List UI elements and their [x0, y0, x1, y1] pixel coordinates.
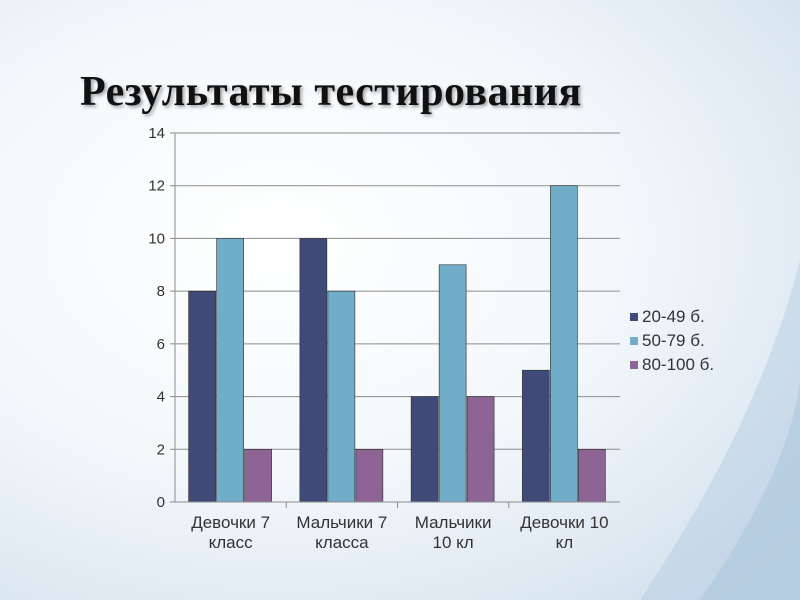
- x-category-label: класс: [209, 533, 254, 552]
- legend: 20-49 б. 50-79 б. 80-100 б.: [630, 307, 714, 374]
- x-category-label: Девочки 10: [520, 513, 608, 532]
- slide-title: Результаты тестирования: [80, 69, 582, 115]
- bars: [188, 185, 606, 503]
- bar-1-1: [188, 290, 216, 503]
- bar-1-2: [299, 238, 328, 503]
- x-category-label: класса: [315, 533, 369, 552]
- y-axis-ticks: 0 2 4 6 8 10 12 14: [148, 125, 165, 511]
- legend-label: 20-49 б.: [642, 307, 705, 326]
- legend-swatch: [630, 313, 638, 321]
- bar-3-2: [355, 448, 384, 503]
- x-category-label: кл: [556, 533, 574, 552]
- y-tick-label: 14: [148, 125, 165, 142]
- y-tick-label: 8: [157, 283, 165, 300]
- y-tick-label: 0: [157, 494, 165, 511]
- legend-swatch: [630, 361, 638, 369]
- bar-3-3: [466, 396, 495, 503]
- legend-swatch: [630, 337, 638, 345]
- axes: [170, 132, 620, 508]
- x-category-label: Мальчики 7: [296, 513, 387, 532]
- bar-2-4: [550, 185, 578, 503]
- x-category-label: 10 кл: [433, 533, 474, 552]
- bar-2-3: [438, 264, 467, 503]
- legend-label: 50-79 б.: [642, 331, 705, 350]
- y-tick-label: 6: [157, 336, 165, 353]
- legend-label: 80-100 б.: [642, 355, 714, 374]
- bar-3-4: [578, 448, 606, 503]
- y-tick-label: 4: [157, 389, 165, 406]
- y-tick-label: 10: [148, 230, 165, 247]
- bar-3-1: [244, 448, 272, 503]
- bar-1-3: [410, 396, 439, 503]
- y-tick-label: 12: [148, 178, 165, 195]
- bar-2-2: [327, 290, 356, 503]
- x-category-label: Мальчики: [415, 513, 492, 532]
- bar-2-1: [216, 238, 244, 503]
- bar-1-4: [522, 369, 550, 503]
- x-category-label: Девочки 7: [191, 513, 270, 532]
- y-tick-label: 2: [157, 441, 165, 458]
